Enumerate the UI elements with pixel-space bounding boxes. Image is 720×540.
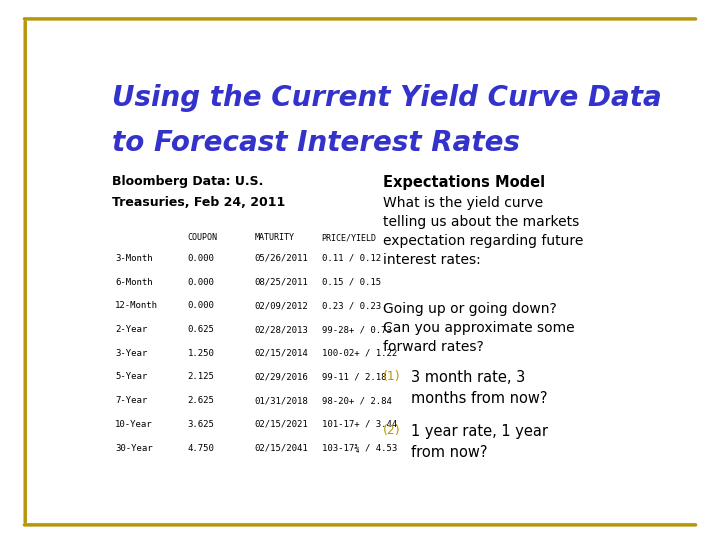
Text: to Forecast Interest Rates: to Forecast Interest Rates: [112, 129, 521, 157]
Text: 02/15/2041: 02/15/2041: [255, 443, 308, 453]
Text: 05/26/2011: 05/26/2011: [255, 254, 308, 263]
Text: 99-11 / 2.18: 99-11 / 2.18: [322, 373, 386, 381]
Text: 02/15/2014: 02/15/2014: [255, 349, 308, 358]
Text: Using the Current Yield Curve Data: Using the Current Yield Curve Data: [112, 84, 662, 112]
Text: 0.000: 0.000: [188, 254, 215, 263]
Text: 2.125: 2.125: [188, 373, 215, 381]
Text: 3-Year: 3-Year: [115, 349, 148, 358]
Text: (1): (1): [383, 370, 400, 383]
Text: 0.000: 0.000: [188, 301, 215, 310]
Text: 4.750: 4.750: [188, 443, 215, 453]
Text: 02/28/2013: 02/28/2013: [255, 325, 308, 334]
Text: 103-17¾ / 4.53: 103-17¾ / 4.53: [322, 443, 397, 453]
Text: 01/31/2018: 01/31/2018: [255, 396, 308, 405]
Text: 98-20+ / 2.84: 98-20+ / 2.84: [322, 396, 392, 405]
Text: 12-Month: 12-Month: [115, 301, 158, 310]
Text: MATURITY: MATURITY: [255, 233, 294, 242]
Text: 2.625: 2.625: [188, 396, 215, 405]
Text: 0.11 / 0.12: 0.11 / 0.12: [322, 254, 381, 263]
Text: 3-Month: 3-Month: [115, 254, 153, 263]
Text: What is the yield curve
telling us about the markets
expectation regarding futur: What is the yield curve telling us about…: [383, 196, 583, 267]
Text: 0.15 / 0.15: 0.15 / 0.15: [322, 278, 381, 287]
Text: 02/29/2016: 02/29/2016: [255, 373, 308, 381]
Text: PRICE/YIELD: PRICE/YIELD: [322, 233, 377, 242]
Text: (2): (2): [383, 424, 400, 437]
Text: 3 month rate, 3
months from now?: 3 month rate, 3 months from now?: [411, 370, 547, 406]
Text: 1.250: 1.250: [188, 349, 215, 358]
Text: 99-28+ / 0.73: 99-28+ / 0.73: [322, 325, 392, 334]
Text: Treasuries, Feb 24, 2011: Treasuries, Feb 24, 2011: [112, 196, 286, 209]
Text: 2-Year: 2-Year: [115, 325, 148, 334]
Text: 101-17+ / 3.44: 101-17+ / 3.44: [322, 420, 397, 429]
Text: 0.23 / 0.23: 0.23 / 0.23: [322, 301, 381, 310]
Text: Going up or going down?
Can you approximate some
forward rates?: Going up or going down? Can you approxim…: [383, 302, 575, 354]
Text: 08/25/2011: 08/25/2011: [255, 278, 308, 287]
Text: COUPON: COUPON: [188, 233, 217, 242]
Text: 6-Month: 6-Month: [115, 278, 153, 287]
Text: 30-Year: 30-Year: [115, 443, 153, 453]
Text: 0.000: 0.000: [188, 278, 215, 287]
Text: 10-Year: 10-Year: [115, 420, 153, 429]
Text: 7-Year: 7-Year: [115, 396, 148, 405]
Text: 02/09/2012: 02/09/2012: [255, 301, 308, 310]
Text: 0.625: 0.625: [188, 325, 215, 334]
Text: 02/15/2021: 02/15/2021: [255, 420, 308, 429]
Text: 1 year rate, 1 year
from now?: 1 year rate, 1 year from now?: [411, 424, 548, 460]
Text: 3.625: 3.625: [188, 420, 215, 429]
Text: Bloomberg Data: U.S.: Bloomberg Data: U.S.: [112, 175, 264, 188]
Text: 100-02+ / 1.22: 100-02+ / 1.22: [322, 349, 397, 358]
Text: 5-Year: 5-Year: [115, 373, 148, 381]
Text: Expectations Model: Expectations Model: [383, 175, 545, 190]
